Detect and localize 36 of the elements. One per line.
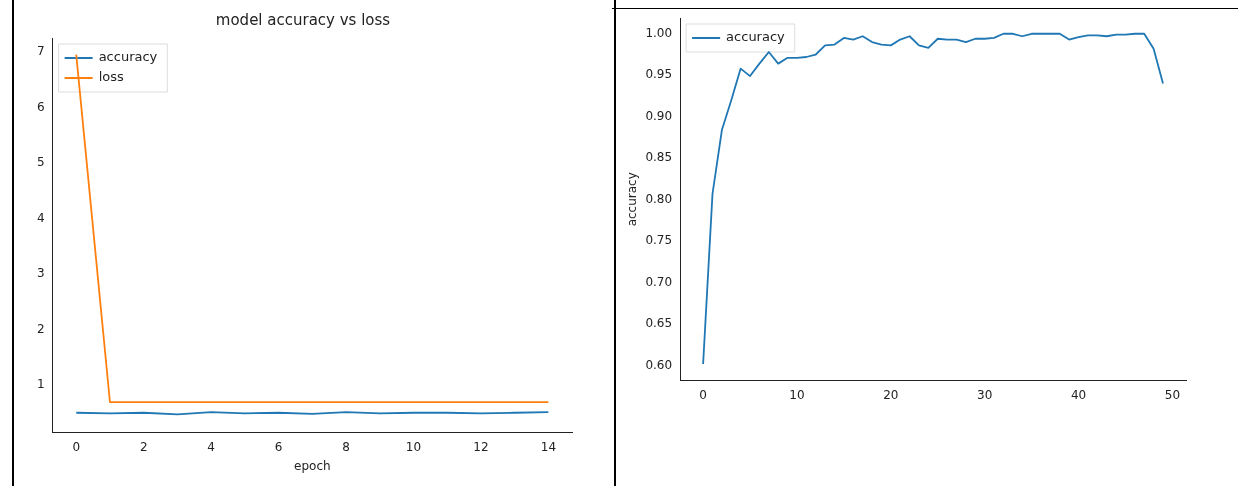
y-tick-label: 0.65 (645, 316, 673, 331)
x-tick-label: 30 (977, 387, 993, 402)
x-tick-label: 12 (473, 439, 489, 454)
x-tick-label: 6 (274, 439, 283, 454)
x-tick-label: 10 (405, 439, 422, 454)
y-tick-label: 1 (36, 377, 45, 392)
y-tick-label: 0.70 (645, 274, 673, 289)
y-tick-label: 0.90 (645, 108, 673, 123)
x-tick-label: 40 (1070, 387, 1087, 402)
y-tick-label: 0.85 (645, 150, 673, 165)
x-tick-label: 14 (540, 439, 557, 454)
x-tick-label: 4 (207, 439, 215, 454)
y-tick-label: 6 (36, 99, 45, 114)
legend-label: accuracy (726, 29, 786, 45)
chart-title: model accuracy vs loss (215, 10, 391, 29)
legend-label: loss (98, 69, 124, 85)
y-tick-label: 3 (36, 266, 45, 281)
x-axis-title: epoch (294, 458, 331, 473)
x-tick-label: 8 (342, 439, 350, 454)
y-tick-label: 2 (36, 321, 45, 336)
y-tick-label: 0.60 (645, 357, 673, 372)
y-tick-label: 1.00 (645, 25, 673, 40)
x-tick-label: 10 (789, 387, 805, 402)
y-tick-label: 5 (36, 155, 45, 170)
x-tick-label: 2 (139, 439, 148, 454)
y-tick-label: 0.80 (645, 191, 673, 206)
x-tick-label: 0 (699, 387, 707, 402)
y-tick-label: 4 (36, 210, 45, 225)
y-tick-label: 7 (36, 44, 45, 59)
y-tick-label: 0.95 (645, 67, 673, 82)
x-tick-label: 0 (72, 439, 81, 454)
y-axis-title: accuracy (625, 172, 640, 227)
x-tick-label: 20 (883, 387, 899, 402)
x-tick-label: 50 (1164, 387, 1181, 402)
y-tick-label: 0.75 (645, 233, 673, 248)
legend-label: accuracy (98, 49, 158, 65)
